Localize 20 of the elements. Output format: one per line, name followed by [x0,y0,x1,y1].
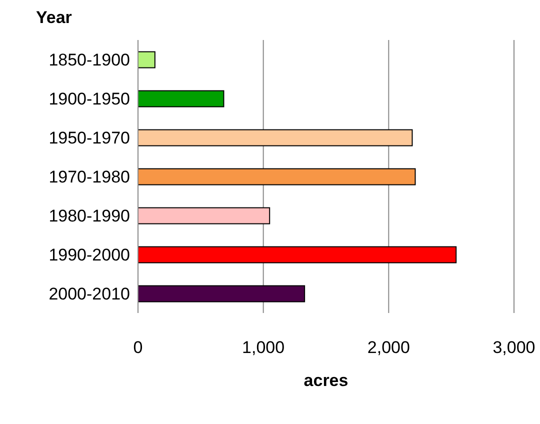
x-tick-label: 1,000 [242,338,285,358]
bar [138,51,156,68]
x-tick-label: 0 [133,338,143,358]
bar [138,246,457,264]
y-axis-title: Year [36,8,72,28]
bar [138,90,224,108]
x-tick-label: 3,000 [492,338,536,358]
bar [138,285,306,302]
y-tick-label: 1900-1950 [48,90,130,109]
y-tick-label: 1850-1900 [48,50,130,70]
y-tick-label: 1970-1980 [48,168,130,187]
y-tick-label: 1990-2000 [48,246,130,265]
x-tick-label: 2,000 [367,338,410,358]
y-tick-label: 2000-2010 [48,284,130,304]
x-axis-title: acres [304,371,348,390]
bar [138,168,416,186]
bar [138,129,413,146]
y-tick-label: 1980-1990 [48,206,130,226]
bar [138,207,270,224]
y-tick-label: 1950-1970 [48,128,130,148]
